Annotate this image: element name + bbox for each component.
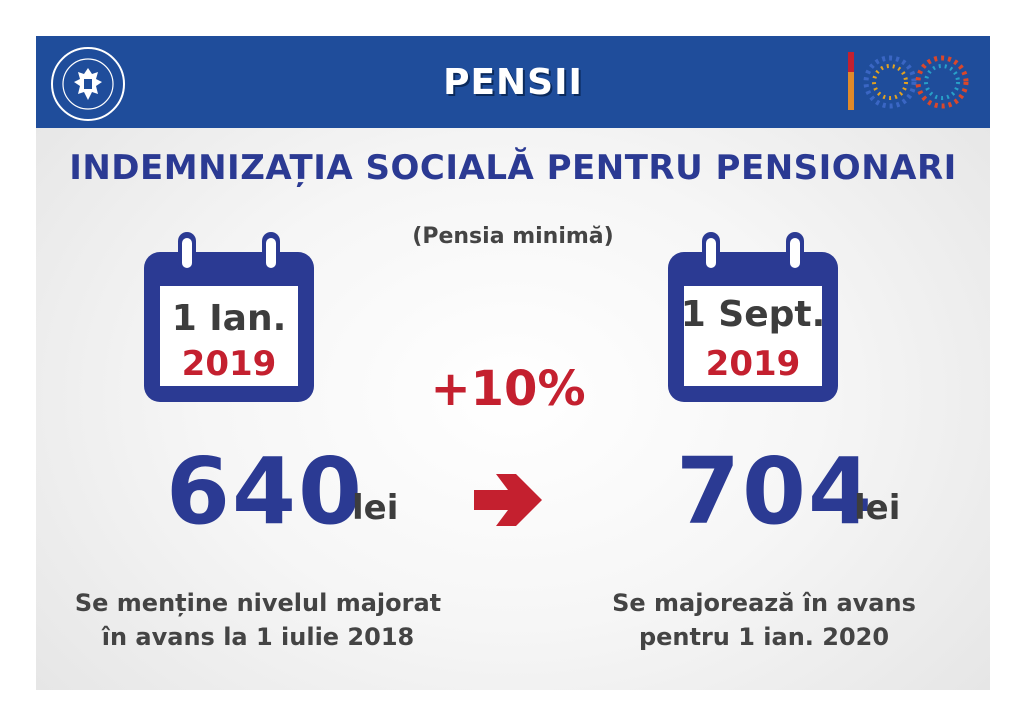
increase-percentage: +10% xyxy=(430,361,586,417)
calendar-icon xyxy=(668,232,838,402)
calendar-before: 1 Ian. 2019 xyxy=(140,228,318,406)
unit-before: lei xyxy=(352,488,399,528)
infographic-card: PENSII INDEMNIZAȚIA SOCIALĂ PENTRU PENSI… xyxy=(36,36,990,690)
note-before: Se menține nivelul majorat în avans la 1… xyxy=(48,586,468,654)
note-after: Se majorează în avans pentru 1 ian. 2020 xyxy=(554,586,974,654)
header-title: PENSII xyxy=(443,61,583,103)
subtitle: (Pensia minimă) xyxy=(412,224,614,249)
note-after-line2: pentru 1 ian. 2020 xyxy=(638,623,890,651)
note-before-line2: în avans la 1 iulie 2018 xyxy=(101,623,415,651)
centenary-100-logo-icon xyxy=(848,52,969,110)
calendar-after: 1 Sept. 2019 xyxy=(664,228,842,406)
header-bar: PENSII xyxy=(36,36,990,128)
unit-after: lei xyxy=(854,488,901,528)
calendar-after-year: 2019 xyxy=(705,344,801,384)
note-after-line1: Se majorează în avans xyxy=(612,589,916,617)
calendar-before-day: 1 Ian. xyxy=(171,298,287,339)
calendar-after-day: 1 Sept. xyxy=(680,294,826,335)
note-before-line1: Se menține nivelul majorat xyxy=(74,589,442,617)
amount-before: 640 xyxy=(166,438,365,545)
amount-after: 704 xyxy=(676,438,875,545)
government-coat-of-arms-icon xyxy=(51,47,125,121)
right-arrow-icon xyxy=(474,474,542,526)
calendar-before-year: 2019 xyxy=(181,344,277,384)
calendar-icon xyxy=(144,232,314,402)
main-title: INDEMNIZAȚIA SOCIALĂ PENTRU PENSIONARI xyxy=(69,148,957,188)
